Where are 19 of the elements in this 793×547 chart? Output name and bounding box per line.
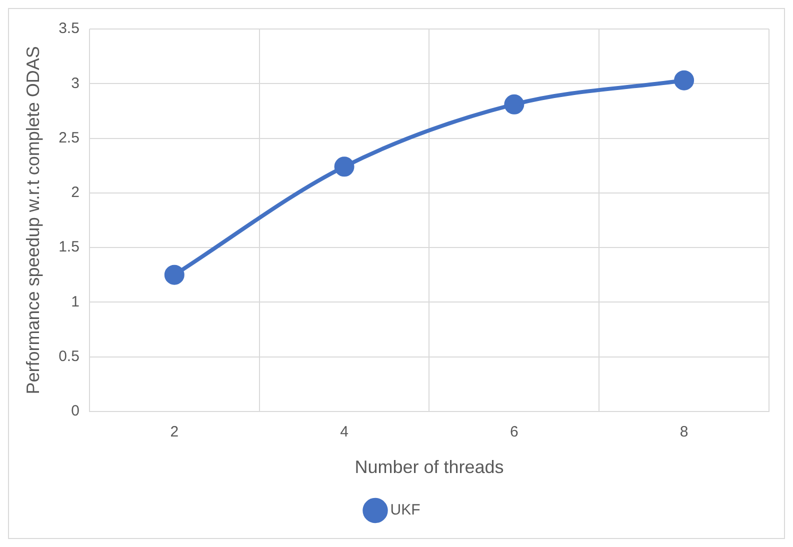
point	[504, 94, 524, 114]
y-tick-label: 3	[71, 74, 80, 92]
y-tick-label: 0	[71, 402, 80, 420]
x-tick-label: 4	[340, 424, 348, 441]
y-tick-label: 2.5	[58, 129, 80, 146]
point	[674, 70, 694, 90]
y-tick-label: 1.5	[58, 238, 80, 256]
x-tick-label: 2	[170, 424, 179, 441]
x-tick-label: 8	[680, 424, 688, 441]
point	[334, 156, 354, 177]
legend-label: UKF	[390, 502, 420, 519]
y-tick-label: 1	[71, 293, 80, 310]
y-tick-label: 2	[71, 184, 80, 202]
y-tick-label: 0.5	[58, 348, 80, 365]
x-tick-label: 6	[510, 424, 518, 441]
x-axis-title: Number of threads	[354, 457, 504, 478]
point	[164, 264, 184, 285]
y-axis-title: Performance speedup w.r.t complete ODAS	[22, 46, 43, 394]
y-tick-label: 3.5	[58, 20, 80, 38]
